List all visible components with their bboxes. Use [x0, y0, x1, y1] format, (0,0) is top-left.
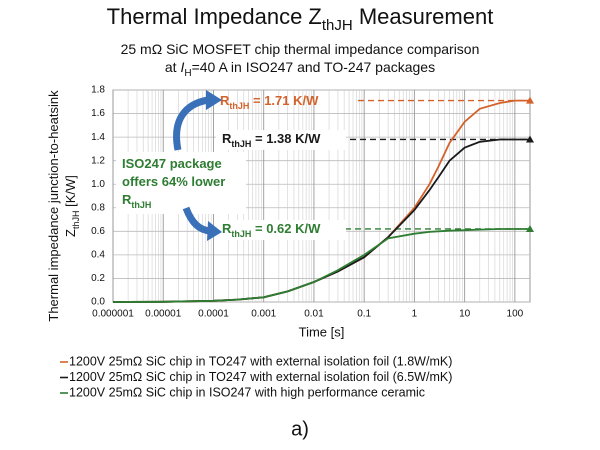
x-tick-label: 0.01: [304, 309, 324, 320]
text-part: thJH: [231, 139, 251, 149]
arrow-head: [206, 90, 222, 110]
end-marker: [526, 135, 534, 143]
text-part: = 1.71 K/W: [249, 93, 319, 108]
text-part: [K/W]: [63, 175, 78, 210]
text-part: offers 64% lower: [122, 174, 225, 189]
series-line: [112, 228, 530, 303]
legend-label: 1200V 25mΩ SiC chip in TO247 with extern…: [69, 370, 452, 384]
y-tick-label: 1.0: [91, 179, 105, 190]
chart-subtitle: at IH=40 A in ISO247 and TO-247 packages: [165, 59, 435, 79]
annotation: RthJH = 0.62 K/W: [222, 221, 321, 239]
end-marker: [526, 224, 534, 232]
annotation-background: [116, 152, 246, 214]
y-tick-label: 0.2: [91, 273, 105, 284]
y-tick-label: 0.6: [91, 226, 105, 237]
text-part: thJH: [231, 229, 251, 239]
annotation-background: [216, 220, 346, 240]
y-axis-label: Thermal impedance junction-to-heatsink: [46, 90, 61, 322]
arrows: [173, 90, 222, 241]
annotation: ISO247 package: [122, 156, 222, 171]
text-part: R: [220, 93, 230, 108]
x-tick-label: 0.001: [251, 309, 276, 320]
y-tick-label: 0.0: [91, 297, 105, 308]
x-tick-label: 0.1: [357, 309, 371, 320]
text-part: =40 A in ISO247 and TO-247 packages: [192, 59, 436, 75]
legend-label: 1200V 25mΩ SiC chip in TO247 with extern…: [69, 354, 452, 368]
text-part: H: [184, 68, 191, 79]
y-tick-label: 1.2: [91, 155, 105, 166]
x-tick-label: 0.00001: [145, 309, 182, 320]
arrow-head: [207, 221, 222, 241]
x-tick-label: 0.0001: [198, 309, 229, 320]
annotation: RthJH = 1.71 K/W: [220, 93, 319, 111]
text-part: ISO247 package: [122, 156, 222, 171]
text-part: Thermal Impedance Z: [107, 4, 322, 29]
y-tick-label: 1.4: [91, 132, 105, 143]
text-part: Thermal impedance junction-to-heatsink: [46, 90, 61, 322]
annotation: RthJH = 1.38 K/W: [222, 131, 321, 149]
y-tick-label: 0.8: [91, 202, 105, 213]
arrow: [173, 96, 209, 151]
text-part: thJH: [229, 101, 249, 111]
x-tick-label: 100: [507, 309, 524, 320]
annotation: RthJH: [122, 192, 151, 210]
y-tick-label: 1.6: [91, 108, 105, 119]
text-part: 25 mΩ SiC MOSFET chip thermal impedance …: [121, 41, 480, 57]
text-part: = 1.38 K/W: [251, 131, 321, 146]
text-part: Measurement: [353, 4, 494, 29]
x-tick-label: 1: [412, 309, 418, 320]
x-axis-label: Time [s]: [299, 324, 345, 339]
text-part: R: [222, 131, 232, 146]
y-axis-label: ZthJH [K/W]: [63, 175, 81, 237]
caption: a): [291, 418, 309, 440]
text-part: I: [180, 59, 184, 75]
text-part: = 0.62 K/W: [251, 221, 321, 236]
y-tick-label: 1.8: [91, 85, 105, 96]
text-part: thJH: [131, 200, 151, 210]
x-tick-label: 0.000001: [92, 309, 134, 320]
text-part: R: [122, 192, 132, 207]
text-part: R: [222, 221, 232, 236]
annotation-background: [216, 130, 346, 150]
annotation: offers 64% lower: [122, 174, 225, 189]
chart-title: Thermal Impedance ZthJH Measurement: [107, 4, 494, 35]
text-part: thJH: [322, 17, 353, 34]
text-part: at: [165, 59, 181, 75]
y-tick-label: 0.4: [91, 250, 105, 261]
x-tick-label: 10: [459, 309, 471, 320]
text-part: Z: [63, 229, 78, 237]
chart-subtitle: 25 mΩ SiC MOSFET chip thermal impedance …: [121, 41, 480, 57]
text-part: thJH: [71, 210, 81, 229]
end-marker: [526, 96, 534, 104]
legend-label: 1200V 25mΩ SiC chip in ISO247 with high …: [69, 385, 425, 399]
